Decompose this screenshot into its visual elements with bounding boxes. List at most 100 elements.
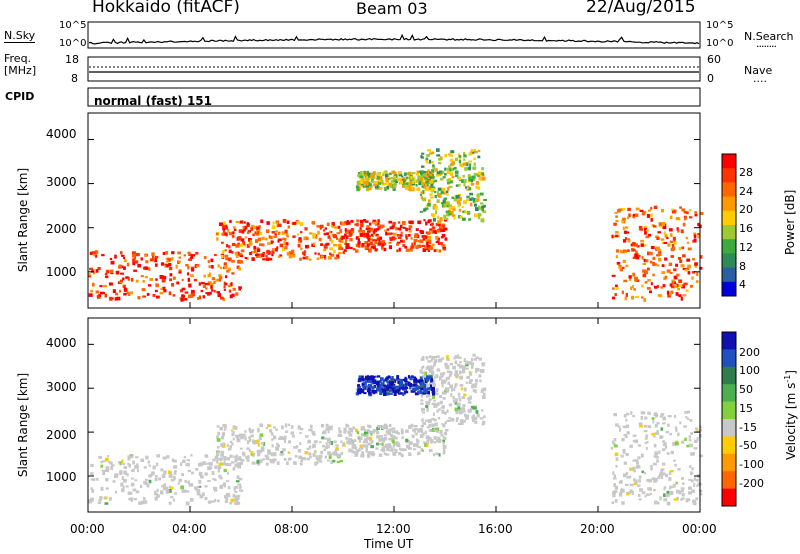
- echo-cell-vel-r0: [225, 492, 230, 496]
- echo-cell-vel-r5: [620, 454, 624, 458]
- echo-cell-vel-r2: [375, 431, 380, 435]
- echo-cell-power-r5: [678, 257, 681, 260]
- echo-cell-vel-r2: [383, 434, 387, 437]
- echo-cell-vel-r1: [324, 455, 328, 459]
- echo-cell-vel-r3: [426, 394, 431, 398]
- echo-cell-power-r2: [371, 239, 376, 242]
- echo-cell-vel-r2: [365, 444, 369, 449]
- echo-cell-vel-r0: [229, 463, 232, 466]
- echo-cell-vel-r5: [669, 491, 674, 495]
- echo-cell-vel-r5: [689, 465, 692, 469]
- echo-cell-vel-r3: [479, 368, 483, 373]
- echo-cell-power-r1: [261, 236, 265, 241]
- echo-cell-power-r1: [238, 229, 242, 233]
- echo-cell-power-r3: [436, 190, 439, 194]
- echo-cell-vel-r3: [470, 405, 475, 410]
- echo-cell-vel-r1: [217, 431, 220, 436]
- echo-cell-vel-r2: [413, 429, 416, 433]
- echo-cell-vel-r2: [352, 426, 356, 430]
- echo-cell-vel-r1: [248, 438, 252, 443]
- echo-cell-vel-r2: [351, 445, 356, 449]
- echo-cell-vel-r0: [169, 501, 172, 505]
- echo-cell-vel-r5: [696, 484, 699, 487]
- echo-cell-vel-r4: [380, 377, 383, 381]
- echo-cell-power-r4: [360, 184, 363, 188]
- echo-cell-vel-r1: [300, 462, 303, 466]
- echo-cell-vel-r1: [220, 443, 224, 447]
- echo-cell-vel-r0: [101, 469, 106, 473]
- echo-cell-power-r0: [109, 258, 113, 260]
- echo-cell-vel-r5: [699, 489, 703, 493]
- echo-cell-vel-r3: [455, 419, 459, 423]
- echo-cell-power-r3: [472, 198, 477, 201]
- echo-cell-power-r3: [480, 172, 484, 176]
- echo-cell-vel-r2: [411, 434, 415, 439]
- echo-cell-power-r0: [211, 277, 216, 281]
- echo-cell-vel-r3: [422, 374, 426, 379]
- echo-cell-vel-r1: [329, 427, 333, 431]
- echo-cell-power-r1: [271, 231, 276, 234]
- echo-cell-power-r3: [482, 210, 487, 213]
- echo-cell-vel-r5: [613, 438, 617, 442]
- echo-cell-vel-r0: [109, 461, 113, 465]
- echo-cell-vel-r3: [419, 369, 423, 374]
- echo-cell-vel-r4: [368, 390, 371, 394]
- echo-cell-power-r3: [467, 167, 471, 170]
- echo-cell-power-r1: [221, 254, 224, 259]
- echo-cell-power-r1: [290, 251, 294, 255]
- echo-cell-vel-r0: [199, 485, 202, 488]
- echo-cell-power-r1: [317, 252, 321, 256]
- echo-cell-vel-r4: [405, 381, 408, 385]
- echo-cell-vel-r4: [396, 375, 399, 379]
- echo-cell-power-r0: [135, 253, 140, 257]
- echo-cell-power-r1: [333, 235, 337, 239]
- echo-cell-vel-r1: [322, 444, 325, 448]
- echo-cell-power-r0: [184, 291, 189, 294]
- echo-cell-power-r1: [260, 219, 264, 223]
- echo-cell-vel-r5: [660, 435, 664, 439]
- echo-cell-vel-r3: [462, 404, 466, 407]
- echo-cell-power-r3: [463, 182, 466, 187]
- echo-cell-vel-r5: [650, 478, 654, 481]
- xtick-0000a: 00:00: [70, 522, 105, 536]
- echo-cell-vel-r3: [482, 420, 486, 425]
- echo-cell-power-r0: [231, 272, 235, 275]
- echo-cell-power-r5: [652, 256, 656, 260]
- echo-cell-power-r1: [249, 252, 252, 256]
- echo-cell-vel-r0: [198, 479, 202, 484]
- echo-cell-power-r5: [623, 239, 627, 243]
- echo-cell-power-r2: [426, 241, 429, 246]
- echo-cell-vel-r1: [335, 447, 339, 450]
- echo-cell-vel-r2: [384, 453, 388, 456]
- echo-cell-power-r0: [216, 291, 220, 294]
- echo-cell-power-r0: [169, 278, 172, 282]
- echo-cell-power-r3: [442, 199, 446, 204]
- echo-cell-power-r5: [682, 254, 686, 258]
- echo-cell-power-r0: [90, 289, 94, 293]
- echo-cell-vel-r0: [233, 455, 237, 458]
- echo-cell-power-r2: [356, 219, 360, 222]
- echo-cell-power-r3: [481, 167, 484, 171]
- echo-cell-power-r1: [318, 237, 322, 242]
- echo-cell-power-r3: [431, 169, 435, 173]
- echo-cell-vel-r2: [368, 436, 373, 440]
- echo-cell-vel-r4: [372, 392, 376, 395]
- echo-cell-vel-r5: [640, 453, 644, 458]
- echo-cell-vel-r4: [385, 392, 390, 396]
- echo-cell-power-r1: [215, 232, 219, 236]
- power-cbar-tick-28: 28: [739, 166, 753, 179]
- echo-cell-vel-r1: [221, 435, 225, 440]
- echo-cell-vel-r2: [400, 448, 404, 452]
- echo-cell-power-r1: [232, 231, 235, 235]
- echo-cell-vel-r2: [383, 437, 388, 441]
- echo-cell-vel-r2: [393, 448, 396, 451]
- echo-cell-power-r0: [147, 284, 152, 287]
- echo-cell-power-r3: [455, 174, 459, 178]
- echo-cell-vel-r5: [666, 493, 670, 497]
- echo-cell-power-r1: [300, 247, 303, 251]
- echo-cell-vel-r4: [385, 391, 390, 394]
- echo-cell-vel-r0: [164, 486, 169, 490]
- echo-cell-vel-r5: [673, 498, 678, 501]
- echo-cell-vel-r5: [633, 482, 637, 486]
- echo-cell-vel-r5: [615, 423, 619, 427]
